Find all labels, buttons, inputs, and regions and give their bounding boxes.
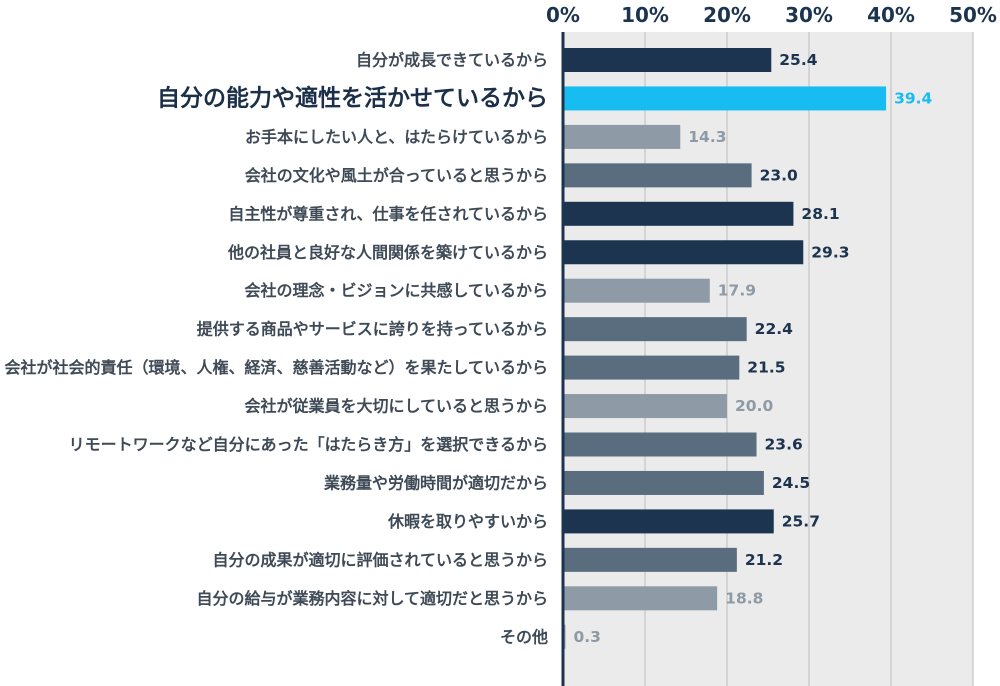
category-label: 自分の成果が適切に評価されていると思うから <box>212 550 548 569</box>
bar <box>563 48 772 72</box>
value-label: 25.4 <box>779 51 817 69</box>
category-label: 会社の理念・ビジョンに共感しているから <box>244 281 548 300</box>
value-label: 25.7 <box>782 512 820 530</box>
bar <box>563 470 764 495</box>
value-label: 21.5 <box>747 359 785 377</box>
value-label: 0.3 <box>573 628 600 646</box>
bar <box>563 317 747 342</box>
category-label: 自分の給与が業務内容に対して適切だと思うから <box>196 589 548 608</box>
value-label: 23.0 <box>760 166 798 184</box>
category-label: 自分の能力や適性を活かせているから <box>157 84 548 111</box>
category-label: 休暇を取りやすいから <box>387 512 548 531</box>
category-label: 会社が従業員を大切にしていると思うから <box>244 397 548 416</box>
value-label: 14.3 <box>688 128 726 146</box>
bar <box>563 586 718 611</box>
category-label: リモートワークなど自分にあった「はたらき方」を選択できるから <box>69 435 548 454</box>
category-label: 自分が成長できているから <box>356 51 548 70</box>
value-label: 29.3 <box>811 243 849 261</box>
bar <box>563 355 740 380</box>
bar <box>563 278 710 303</box>
category-label: 他の社員と良好な人間関係を築けているから <box>227 243 548 262</box>
category-label: 会社が社会的責任（環境、人権、経済、慈善活動など）を果たしているから <box>4 358 548 377</box>
bar <box>563 394 727 419</box>
value-label: 18.8 <box>725 589 763 607</box>
value-label: 21.2 <box>745 551 783 569</box>
x-tick-label: 10% <box>621 3 669 27</box>
value-label: 24.5 <box>772 474 810 492</box>
category-label: 業務量や労働時間が適切だから <box>323 473 548 492</box>
bar <box>563 163 752 188</box>
bar <box>563 124 681 149</box>
value-label: 22.4 <box>755 320 793 338</box>
x-tick-label: 30% <box>785 3 833 27</box>
category-label: その他 <box>500 627 548 646</box>
value-label: 20.0 <box>735 397 773 415</box>
value-label: 28.1 <box>801 205 839 223</box>
value-label: 17.9 <box>718 282 756 300</box>
x-tick-label: 50% <box>949 3 997 27</box>
bar <box>563 509 774 534</box>
category-label: 自主性が尊重され、仕事を任されているから <box>228 204 548 223</box>
bar <box>563 432 757 457</box>
bar <box>563 240 804 265</box>
x-tick-label: 20% <box>703 3 751 27</box>
x-tick-label: 40% <box>867 3 915 27</box>
x-tick-label: 0% <box>546 3 580 27</box>
value-label: 39.4 <box>894 89 932 107</box>
bar <box>563 86 887 111</box>
value-label: 23.6 <box>765 436 803 454</box>
category-label: 会社の文化や風土が合っていると思うから <box>245 166 548 185</box>
category-label: お手本にしたい人と、はたらけているから <box>245 127 548 146</box>
bar <box>563 201 794 226</box>
category-label: 提供する商品やサービスに誇りを持っているから <box>197 320 548 339</box>
bar <box>563 547 737 572</box>
